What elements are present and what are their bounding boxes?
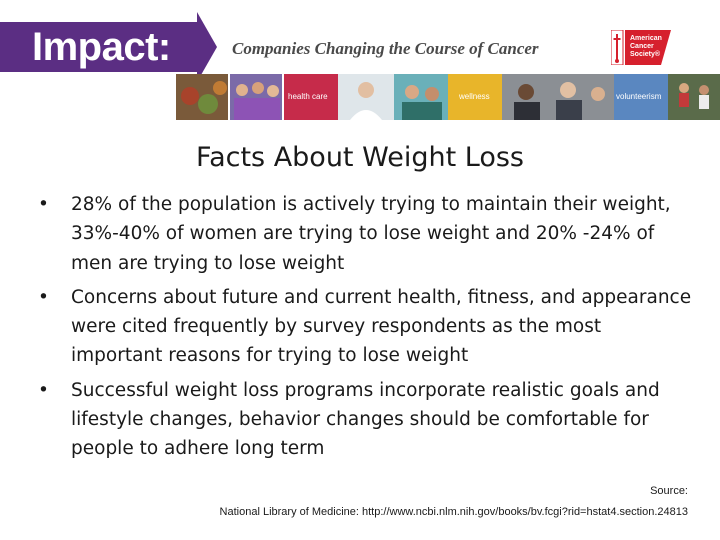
source-label: Source: (650, 485, 688, 497)
business-people-photo (502, 74, 614, 120)
logo-line-3: Society® (630, 51, 661, 58)
impact-brand: Impact: (32, 25, 171, 69)
bullet-text: Successful weight loss programs incorpor… (71, 379, 660, 460)
logo-text: American Cancer Society® (630, 35, 662, 59)
wellness-panel (448, 74, 502, 120)
logo-line-1: American (630, 35, 662, 42)
crowd-photo (230, 74, 282, 120)
bullet-item: • Successful weight loss programs incorp… (38, 376, 698, 464)
tagline: Companies Changing the Course of Cancer (232, 39, 539, 58)
bullet-icon: • (38, 286, 49, 308)
impact-banner-arrow (197, 12, 217, 82)
doctor-photo (338, 74, 394, 120)
volunteerism-panel (614, 74, 668, 120)
bullet-icon: • (38, 194, 49, 215)
slide-title: Facts About Weight Loss (196, 142, 524, 173)
photo-label-volunteerism: volunteerism (616, 92, 662, 101)
impact-banner (0, 22, 197, 72)
bullet-item: • Concerns about future and current heal… (38, 283, 698, 371)
produce-photo (176, 74, 228, 120)
photo-label-health-care: health care (288, 92, 328, 101)
source-citation: National Library of Medicine: http://www… (219, 506, 688, 518)
health-care-panel (284, 74, 338, 120)
american-cancer-society-sword-icon (613, 34, 621, 63)
wellness-people-photo (394, 74, 448, 120)
runners-photo (668, 74, 720, 120)
photo-strip (176, 74, 720, 120)
photo-label-wellness: wellness (459, 92, 490, 101)
bullet-icon: • (38, 379, 49, 401)
american-cancer-society-logo (611, 30, 671, 65)
logo-line-2: Cancer (630, 43, 654, 50)
bullet-list: • 28% of the population is actively tryi… (38, 190, 698, 469)
bullet-item: • 28% of the population is actively tryi… (38, 190, 698, 278)
bullet-text: 28% of the population is actively trying… (71, 194, 671, 274)
bullet-text: Concerns about future and current health… (71, 286, 692, 367)
